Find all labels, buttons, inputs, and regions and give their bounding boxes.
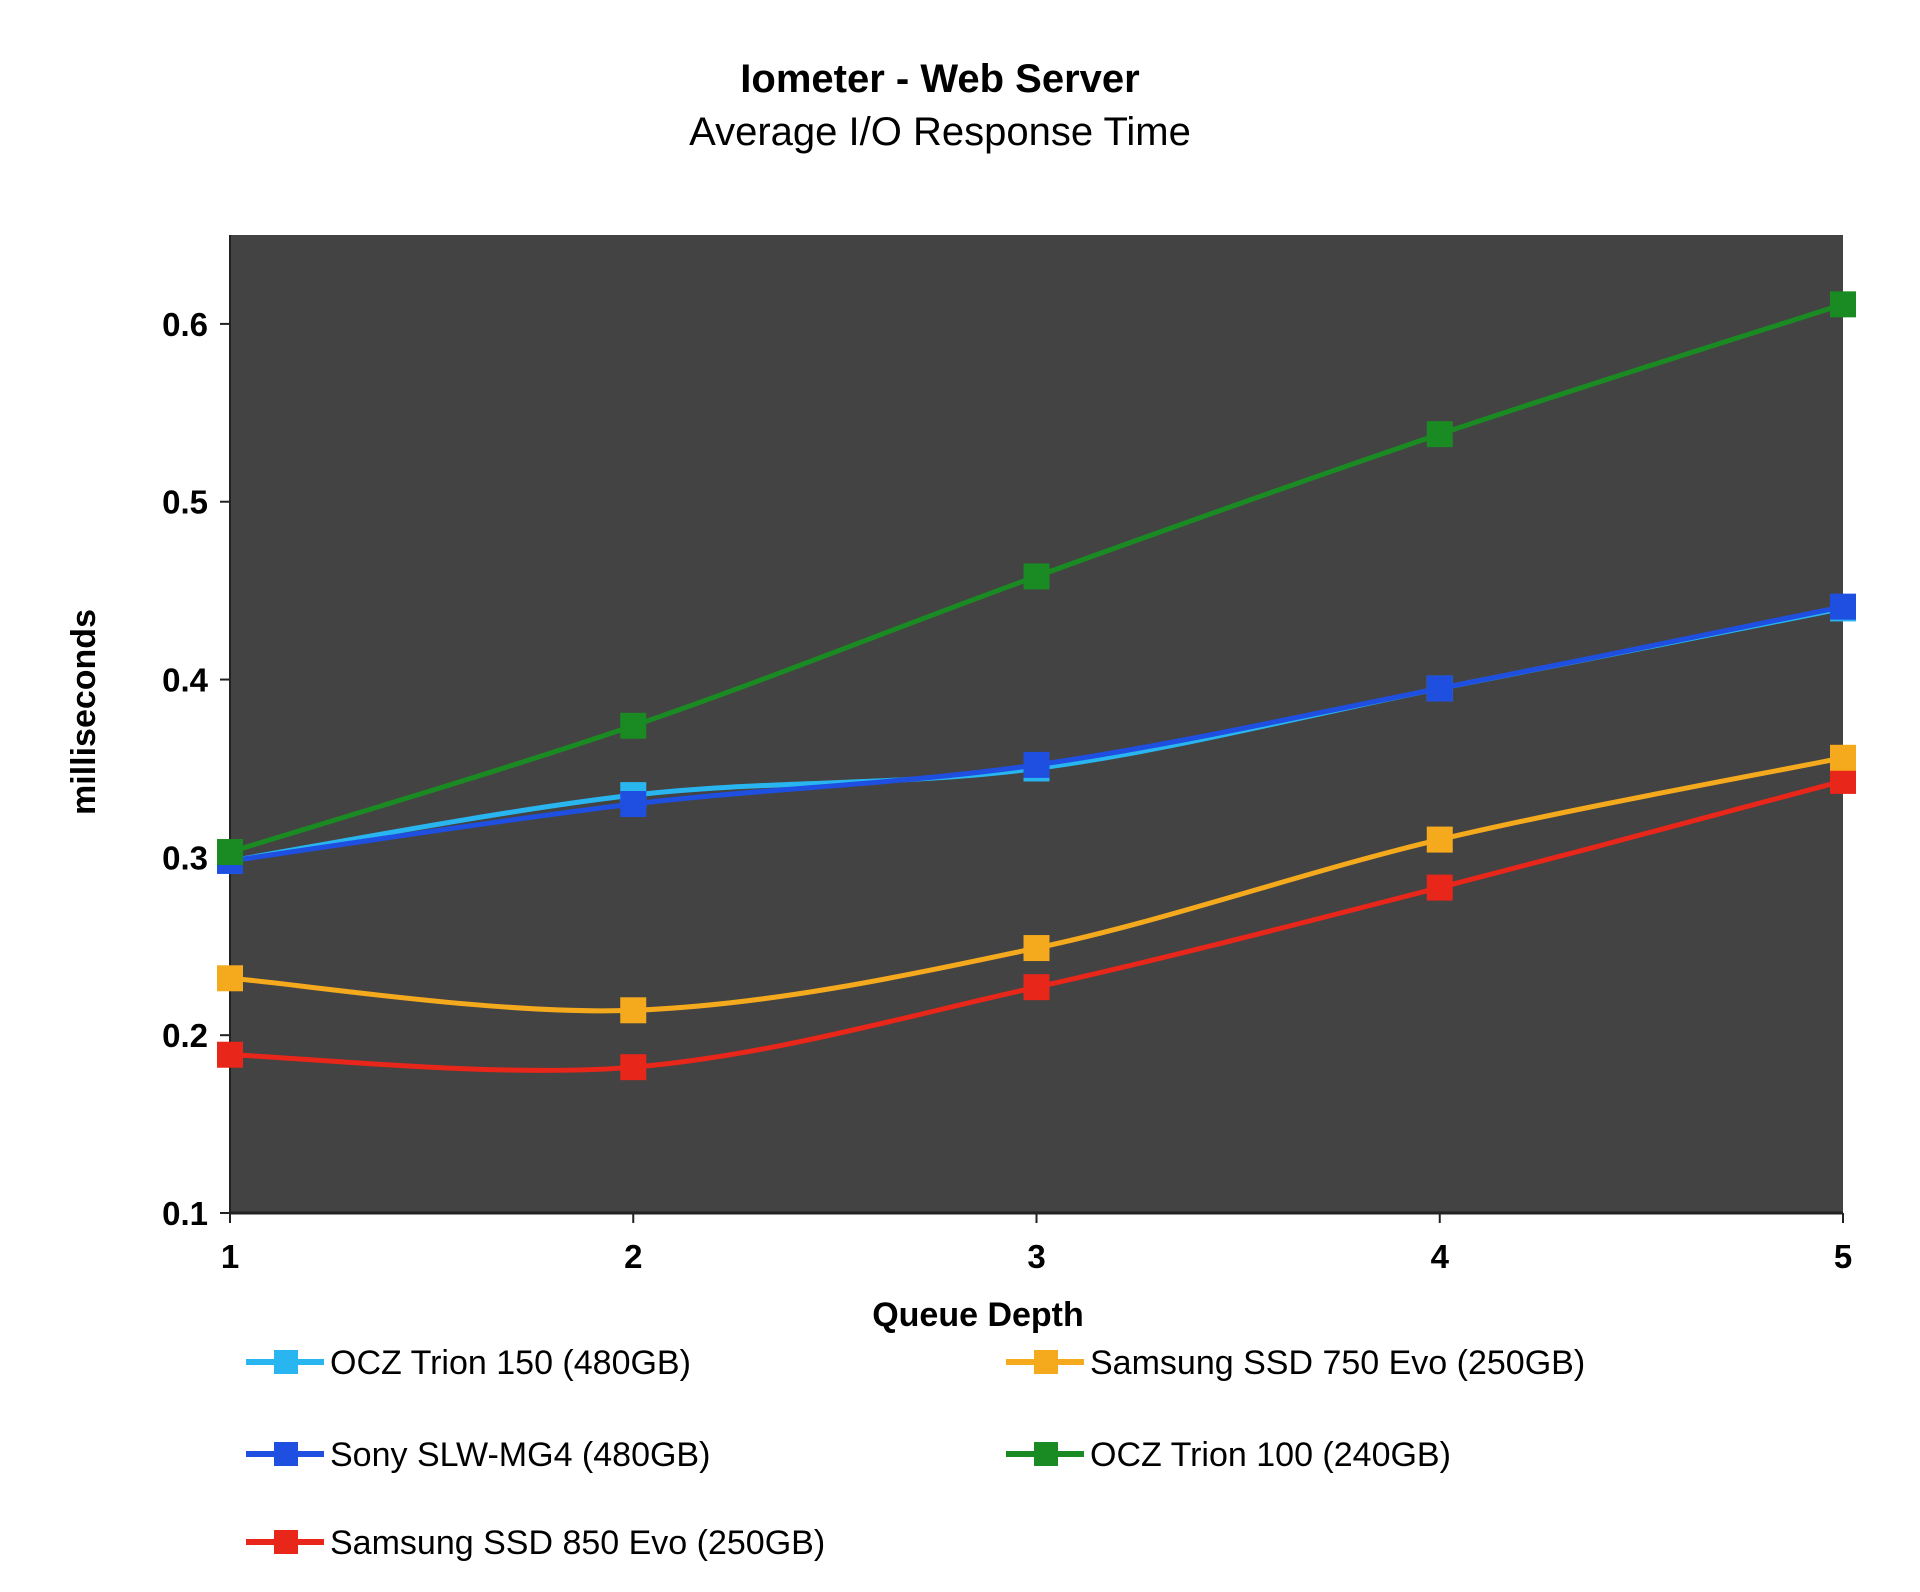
y-tick-label: 0.1 [162, 1195, 208, 1232]
data-point-marker [620, 1054, 647, 1081]
legend-label: Samsung SSD 750 Evo (250GB) [1090, 1344, 1585, 1382]
legend: OCZ Trion 150 (480GB) Sony SLW-MG4 (480GB… [246, 1344, 1585, 1562]
data-point-marker [1023, 935, 1050, 962]
legend-item: OCZ Trion 150 (480GB) [246, 1344, 691, 1382]
axes: 0.1 0.2 0.3 0.4 0.5 0.6 1 2 3 4 5 [162, 235, 1852, 1275]
data-point-marker [1830, 291, 1856, 318]
legend-swatch-marker [274, 1350, 298, 1374]
data-point-marker [1426, 675, 1453, 702]
y-axis-label: milliseconds [65, 609, 103, 815]
legend-label: Sony SLW-MG4 (480GB) [330, 1436, 710, 1474]
legend-swatch-marker [1034, 1442, 1058, 1466]
legend-swatch-marker [274, 1530, 298, 1554]
data-point-marker [217, 839, 243, 866]
data-point-marker [1426, 421, 1453, 448]
x-tick-label: 1 [221, 1238, 239, 1275]
data-point-marker [1023, 974, 1050, 1001]
data-point-marker [1830, 744, 1856, 771]
chart-subtitle: Average I/O Response Time [689, 110, 1191, 154]
data-point-marker [1830, 767, 1856, 794]
legend-item: Samsung SSD 750 Evo (250GB) [1006, 1344, 1585, 1382]
data-point-marker [217, 1041, 243, 1068]
legend-label: Samsung SSD 850 Evo (250GB) [330, 1524, 825, 1562]
x-tick-label: 3 [1027, 1238, 1045, 1275]
legend-item: Samsung SSD 850 Evo (250GB) [246, 1524, 825, 1562]
y-tick-label: 0.4 [162, 662, 209, 699]
legend-item: OCZ Trion 100 (240GB) [1006, 1436, 1451, 1474]
plot-area [230, 235, 1843, 1213]
legend-swatch-marker [1034, 1350, 1058, 1374]
legend-label: OCZ Trion 150 (480GB) [330, 1344, 691, 1382]
data-point-marker [620, 997, 647, 1024]
x-tick-label: 5 [1834, 1238, 1852, 1275]
legend-label: OCZ Trion 100 (240GB) [1090, 1436, 1451, 1474]
data-point-marker [1426, 826, 1453, 853]
x-tick-label: 4 [1431, 1238, 1450, 1275]
series-sony-slw-mg4-480gb [217, 593, 1856, 874]
series-samsung-ssd-850-evo-250gb [217, 767, 1856, 1081]
y-tick-label: 0.3 [162, 839, 208, 876]
data-point-marker [1830, 593, 1856, 620]
y-tick-label: 0.2 [162, 1017, 208, 1054]
data-point-marker [620, 791, 647, 818]
legend-item: Sony SLW-MG4 (480GB) [246, 1436, 710, 1474]
x-axis-label: Queue Depth [872, 1296, 1084, 1334]
data-point-marker [1023, 563, 1050, 590]
series-layer [217, 291, 1856, 1081]
data-point-marker [1426, 874, 1453, 901]
y-tick-label: 0.6 [162, 306, 208, 343]
series-ocz-trion-100-240gb [217, 291, 1856, 866]
chart-title: Iometer - Web Server [740, 57, 1139, 101]
y-tick-label: 0.5 [162, 484, 208, 521]
data-point-marker [217, 965, 243, 992]
legend-swatch-marker [274, 1442, 298, 1466]
x-tick-label: 2 [624, 1238, 642, 1275]
series-samsung-ssd-750-evo-250gb [217, 744, 1856, 1024]
data-point-marker [620, 712, 647, 739]
data-point-marker [1023, 751, 1050, 778]
